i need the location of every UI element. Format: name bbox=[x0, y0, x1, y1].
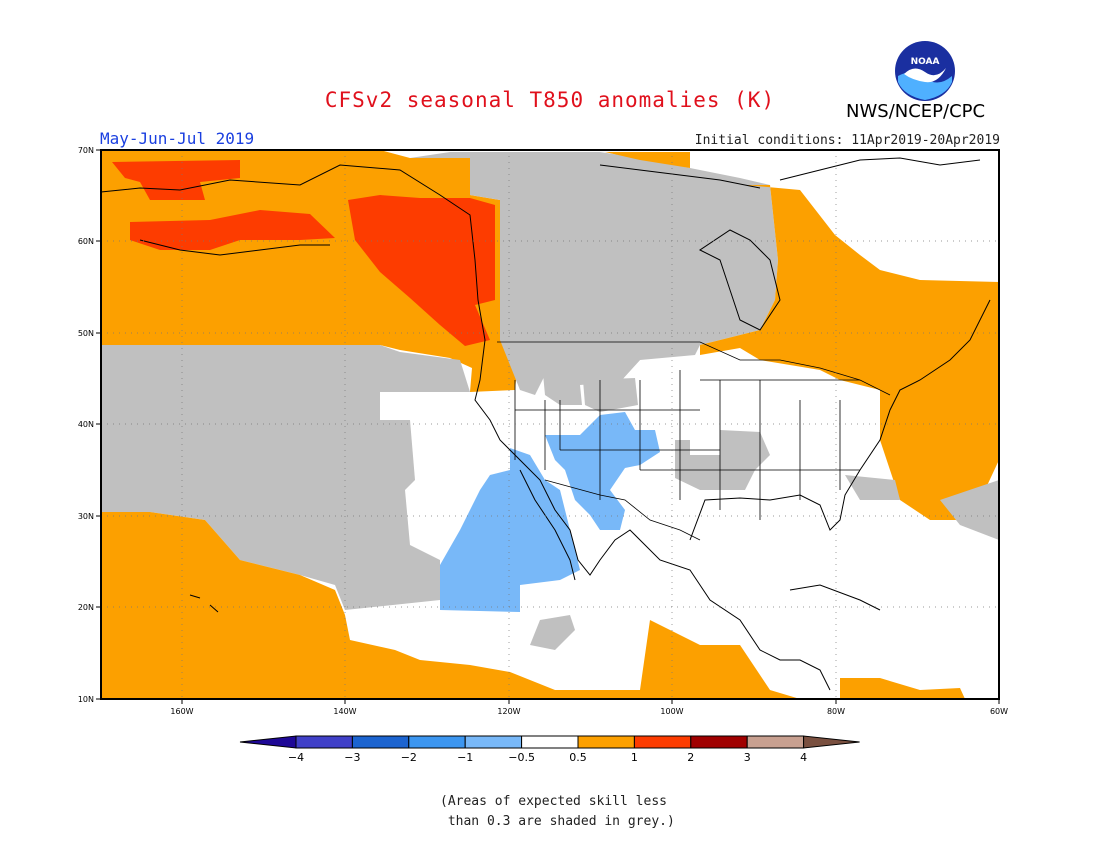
red-region-alaska bbox=[112, 160, 240, 200]
colorbar-segment bbox=[521, 735, 579, 749]
colorbar-segment bbox=[577, 735, 635, 749]
grey-region-pacific bbox=[101, 345, 470, 610]
grey-region-southeast bbox=[845, 475, 900, 500]
colorbar-segment bbox=[295, 735, 353, 749]
colorbar-tick-label: 2 bbox=[687, 751, 694, 764]
grey-region-south-patch bbox=[530, 615, 575, 650]
colorbar-labels: −4 −3 −2 −1 −0.5 0.5 1 2 3 4 bbox=[288, 751, 807, 764]
colorbar-tick-label: 4 bbox=[800, 751, 807, 764]
colorbar-segment bbox=[464, 735, 523, 749]
lon-labels: 160W 140W 120W 100W 80W 60W bbox=[170, 707, 1008, 716]
grey-region-atlantic-east bbox=[940, 480, 999, 540]
colorbar-tick-label: 1 bbox=[631, 751, 638, 764]
lon-label-80: 80W bbox=[827, 707, 845, 716]
logo-bird bbox=[904, 68, 946, 83]
lat-label-10: 10N bbox=[78, 695, 94, 704]
skill-caption: (Areas of expected skill less than 0.3 a… bbox=[440, 794, 675, 829]
logo-wave bbox=[898, 72, 952, 100]
orange-region-east-canada bbox=[700, 185, 999, 520]
canada-archipelago bbox=[599, 157, 981, 189]
red-region-aleutians bbox=[130, 210, 335, 250]
colorbar-tick-label: 0.5 bbox=[569, 751, 587, 764]
initial-conditions-label: Initial conditions: 11Apr2019-20Apr2019 bbox=[694, 133, 1000, 148]
colorbar-low-arrow bbox=[239, 735, 297, 749]
baja-peninsula bbox=[519, 469, 576, 581]
colorbar-tick-label: −3 bbox=[344, 751, 360, 764]
blue-region-southwest bbox=[545, 412, 660, 530]
colorbar bbox=[239, 735, 860, 749]
axis-ticks bbox=[96, 149, 1000, 704]
colorbar-segment bbox=[633, 735, 692, 749]
lon-label-60: 60W bbox=[990, 707, 1008, 716]
aleutian-islands bbox=[139, 239, 330, 256]
anomaly-fields bbox=[101, 150, 999, 699]
noaa-logo: NOAA bbox=[895, 41, 955, 101]
hudson-bay bbox=[699, 229, 781, 331]
agency-label: NWS/NCEP/CPC bbox=[846, 101, 986, 122]
colorbar-tick-label: −2 bbox=[401, 751, 417, 764]
colorbar-tick-label: −1 bbox=[457, 751, 473, 764]
cuba bbox=[789, 584, 881, 611]
us-borders bbox=[497, 341, 891, 541]
colorbar-segment bbox=[690, 735, 748, 749]
lon-label-160: 160W bbox=[170, 707, 193, 716]
colorbar-tick-label: −0.5 bbox=[508, 751, 535, 764]
lat-label-70: 70N bbox=[78, 146, 94, 155]
chart-title: CFSv2 seasonal T850 anomalies (K) bbox=[324, 88, 776, 112]
orange-region-arctic bbox=[605, 152, 690, 168]
state-lines bbox=[514, 370, 860, 520]
colorbar-tick-label: 3 bbox=[744, 751, 751, 764]
colorbar-segment bbox=[408, 735, 466, 749]
colorbar-tick-label: −4 bbox=[288, 751, 304, 764]
logo-text: NOAA bbox=[911, 57, 940, 67]
colorbar-high-arrow bbox=[803, 735, 860, 749]
grey-region-us-central bbox=[675, 430, 770, 490]
us-mexico-border bbox=[544, 479, 701, 541]
orange-region-south-pacific bbox=[101, 512, 800, 699]
lat-label-60: 60N bbox=[78, 237, 94, 246]
lat-label-30: 30N bbox=[78, 512, 94, 521]
lat-label-40: 40N bbox=[78, 420, 94, 429]
grey-region-canada bbox=[410, 152, 778, 395]
lat-label-50: 50N bbox=[78, 329, 94, 338]
lon-label-120: 120W bbox=[497, 707, 520, 716]
lat-labels: 70N 60N 50N 40N 30N 20N 10N bbox=[78, 146, 94, 704]
grey-region-us-plains bbox=[583, 378, 638, 412]
season-label: May-Jun-Jul 2019 bbox=[100, 129, 255, 148]
hawaii bbox=[189, 594, 219, 613]
north-america-coast bbox=[100, 164, 831, 691]
lat-label-20: 20N bbox=[78, 603, 94, 612]
colorbar-segment bbox=[746, 735, 805, 749]
grey-region-us-north bbox=[540, 342, 640, 405]
colorbar-segment bbox=[351, 735, 410, 749]
coastlines bbox=[100, 157, 991, 691]
lon-label-140: 140W bbox=[333, 707, 356, 716]
lon-label-100: 100W bbox=[660, 707, 683, 716]
red-region-bc-coast bbox=[348, 195, 495, 346]
orange-region-caribbean-low bbox=[840, 678, 965, 699]
